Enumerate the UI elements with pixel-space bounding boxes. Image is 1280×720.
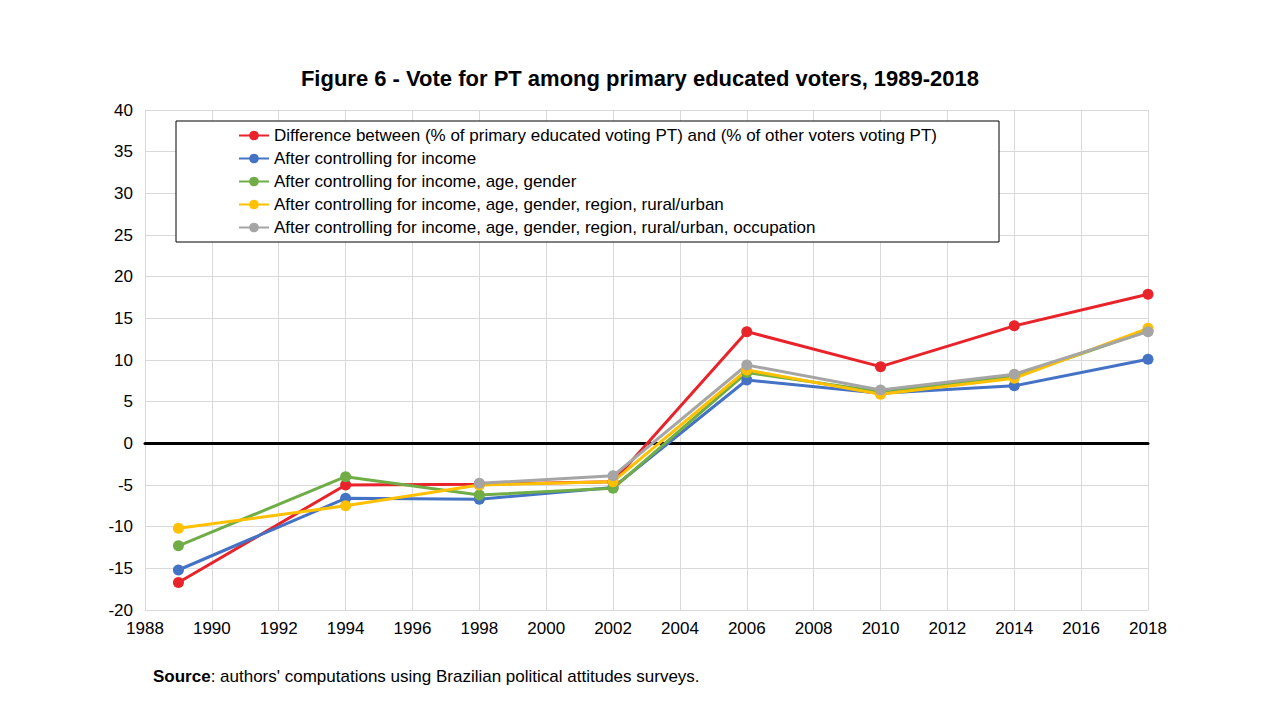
svg-text:-5: -5 [118, 476, 133, 495]
svg-text:35: 35 [114, 142, 133, 161]
svg-text:2012: 2012 [928, 619, 966, 638]
svg-text:10: 10 [114, 351, 133, 370]
svg-text:1990: 1990 [193, 619, 231, 638]
svg-text:After controlling for income,: After controlling for income, age, gende… [274, 172, 577, 191]
svg-text:2004: 2004 [661, 619, 699, 638]
svg-text:2018: 2018 [1129, 619, 1167, 638]
svg-text:2010: 2010 [862, 619, 900, 638]
svg-text:After controlling for income: After controlling for income [274, 149, 476, 168]
svg-text:-10: -10 [108, 517, 133, 536]
svg-text:1998: 1998 [460, 619, 498, 638]
svg-text:1994: 1994 [327, 619, 365, 638]
svg-text:1992: 1992 [260, 619, 298, 638]
svg-text:Source: Source [153, 667, 211, 686]
svg-text:2014: 2014 [995, 619, 1033, 638]
svg-text:After controlling for income,: After controlling for income, age, gende… [274, 195, 724, 214]
svg-text:20: 20 [114, 267, 133, 286]
svg-text:25: 25 [114, 226, 133, 245]
svg-text:2016: 2016 [1062, 619, 1100, 638]
svg-text:-15: -15 [108, 559, 133, 578]
svg-text:2008: 2008 [795, 619, 833, 638]
svg-text:15: 15 [114, 309, 133, 328]
svg-text:Difference between (% of prima: Difference between (% of primary educate… [274, 126, 937, 145]
svg-text:Figure 6 - Vote for PT among p: Figure 6 - Vote for PT among primary edu… [301, 66, 979, 91]
svg-text:1996: 1996 [394, 619, 432, 638]
svg-text:2006: 2006 [728, 619, 766, 638]
svg-text:5: 5 [124, 392, 133, 411]
svg-text:1988: 1988 [126, 619, 164, 638]
svg-text:0: 0 [124, 434, 133, 453]
svg-text:-20: -20 [108, 601, 133, 620]
svg-text:2002: 2002 [594, 619, 632, 638]
svg-text:2000: 2000 [527, 619, 565, 638]
svg-text:: authors' computations using: : authors' computations using Brazilian … [211, 667, 700, 686]
svg-text:30: 30 [114, 184, 133, 203]
svg-text:After controlling for income,: After controlling for income, age, gende… [274, 218, 816, 237]
svg-text:40: 40 [114, 101, 133, 120]
